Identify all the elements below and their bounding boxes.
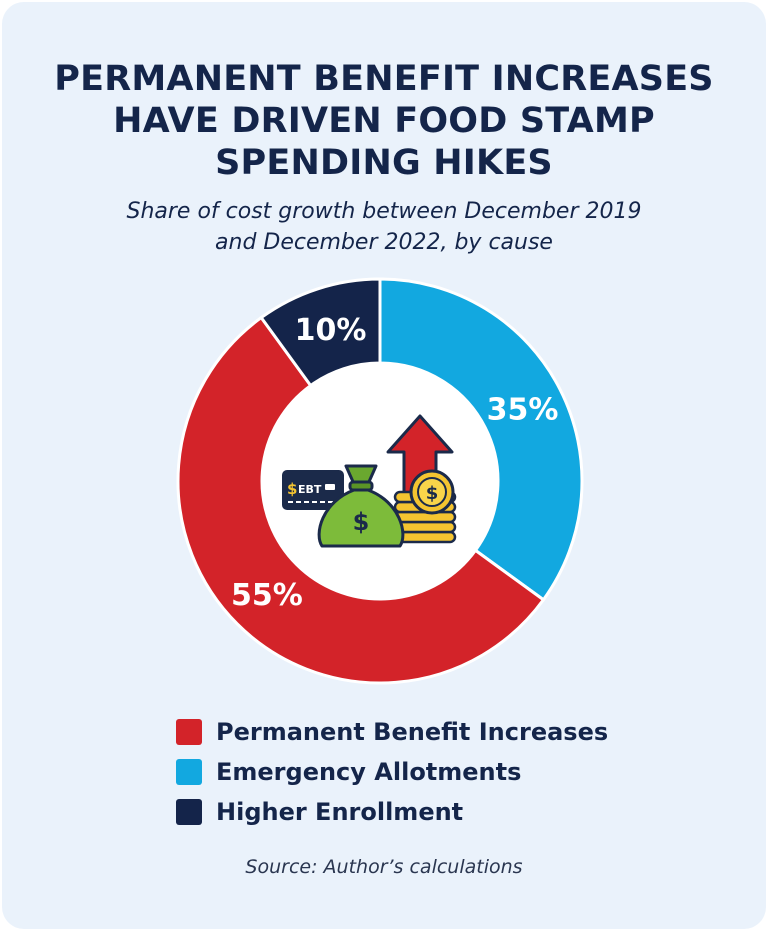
legend-item: Higher Enrollment bbox=[176, 792, 608, 832]
donut-chart: $ EBT $ $ 35% 55% 10% bbox=[176, 277, 584, 685]
chart-subtitle-line: Share of cost growth between December 20… bbox=[126, 199, 642, 224]
coin-stack-icon: $ bbox=[393, 469, 457, 544]
legend-item: Emergency Allotments bbox=[176, 752, 608, 792]
svg-text:$: $ bbox=[353, 508, 370, 536]
svg-text:$: $ bbox=[287, 480, 297, 498]
ebt-card-text: EBT bbox=[298, 483, 322, 496]
legend-label: Permanent Benefit Increases bbox=[216, 718, 609, 746]
chart-title: PERMANENT BENEFIT INCREASES HAVE DRIVEN … bbox=[0, 58, 768, 184]
slice-label: 10% bbox=[295, 313, 367, 348]
svg-text:$: $ bbox=[426, 483, 439, 504]
chart-title-line: PERMANENT BENEFIT INCREASES bbox=[54, 59, 714, 99]
legend-label: Emergency Allotments bbox=[216, 758, 522, 786]
chart-title-line: HAVE DRIVEN FOOD STAMP bbox=[113, 101, 655, 141]
legend: Permanent Benefit Increases Emergency Al… bbox=[176, 712, 608, 832]
legend-swatch bbox=[176, 759, 202, 785]
slice-labels: 35% 55% 10% bbox=[231, 313, 559, 613]
slice-label: 35% bbox=[487, 392, 559, 427]
ebt-card-icon: $ EBT bbox=[282, 470, 344, 510]
legend-label: Higher Enrollment bbox=[216, 798, 464, 826]
chart-subtitle-line: and December 2022, by cause bbox=[215, 230, 553, 255]
legend-swatch bbox=[176, 799, 202, 825]
chart-title-line: SPENDING HIKES bbox=[215, 143, 553, 183]
source-note: Source: Author’s calculations bbox=[245, 856, 523, 878]
legend-swatch bbox=[176, 719, 202, 745]
center-illustration: $ EBT $ $ bbox=[282, 414, 457, 548]
money-bag-icon: $ bbox=[317, 464, 405, 548]
slice-label: 55% bbox=[231, 578, 303, 613]
donut-slices bbox=[176, 277, 584, 685]
chart-subtitle: Share of cost growth between December 20… bbox=[0, 196, 768, 258]
legend-item: Permanent Benefit Increases bbox=[176, 712, 608, 752]
